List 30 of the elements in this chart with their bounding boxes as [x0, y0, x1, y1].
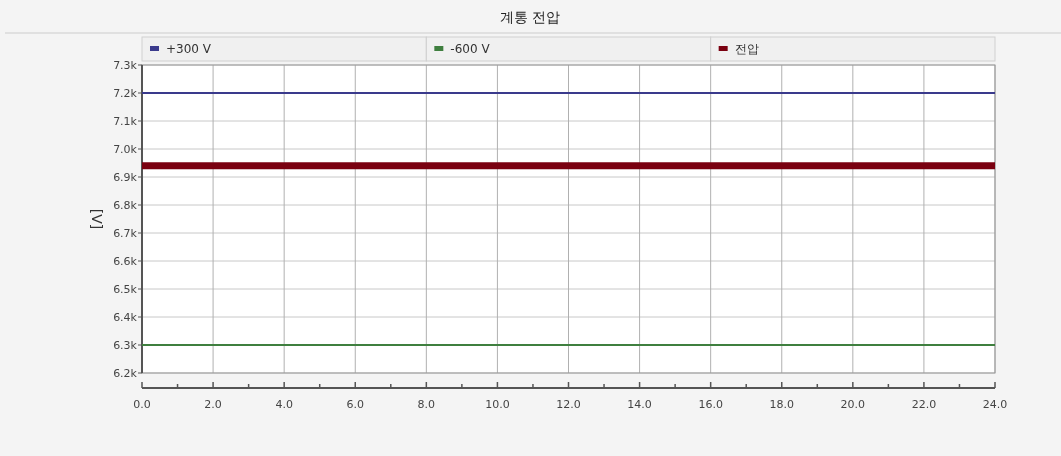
x-tick-label: 20.0	[840, 398, 866, 411]
y-tick-label: 7.3k	[113, 59, 138, 72]
y-axis-title: [V]	[89, 208, 105, 230]
y-tick-label: 7.2k	[113, 87, 138, 100]
y-tick-label: 6.8k	[113, 199, 138, 212]
chart-title: 계통 전압	[499, 9, 561, 25]
legend-label: -600 V	[450, 42, 491, 56]
y-tick-label: 7.0k	[113, 143, 138, 156]
y-tick-label: 6.5k	[113, 283, 138, 296]
x-tick-label: 12.0	[556, 398, 581, 411]
y-tick-label: 6.6k	[113, 255, 138, 268]
y-tick-label: 6.4k	[113, 311, 138, 324]
y-tick-label: 6.3k	[113, 339, 138, 352]
y-tick-label: 7.1k	[113, 115, 138, 128]
x-tick-label: 4.0	[275, 398, 293, 411]
x-tick-label: 14.0	[627, 398, 652, 411]
x-tick-label: 8.0	[417, 398, 436, 411]
legend-label: 전압	[734, 42, 759, 56]
y-tick-label: 6.9k	[113, 171, 138, 184]
x-tick-label: 6.0	[346, 398, 364, 411]
x-tick-label: 22.0	[911, 398, 937, 411]
x-tick-label: 24.0	[982, 398, 1008, 411]
y-tick-label: 6.7k	[113, 227, 138, 240]
x-tick-label: 18.0	[769, 398, 794, 411]
x-tick-label: 16.0	[698, 398, 723, 411]
x-tick-label: 0.0	[133, 398, 151, 411]
y-tick-label: 6.2k	[113, 367, 138, 380]
x-tick-label: 10.0	[485, 398, 510, 411]
legend-label: +300 V	[166, 42, 212, 56]
x-tick-label: 2.0	[204, 398, 222, 411]
